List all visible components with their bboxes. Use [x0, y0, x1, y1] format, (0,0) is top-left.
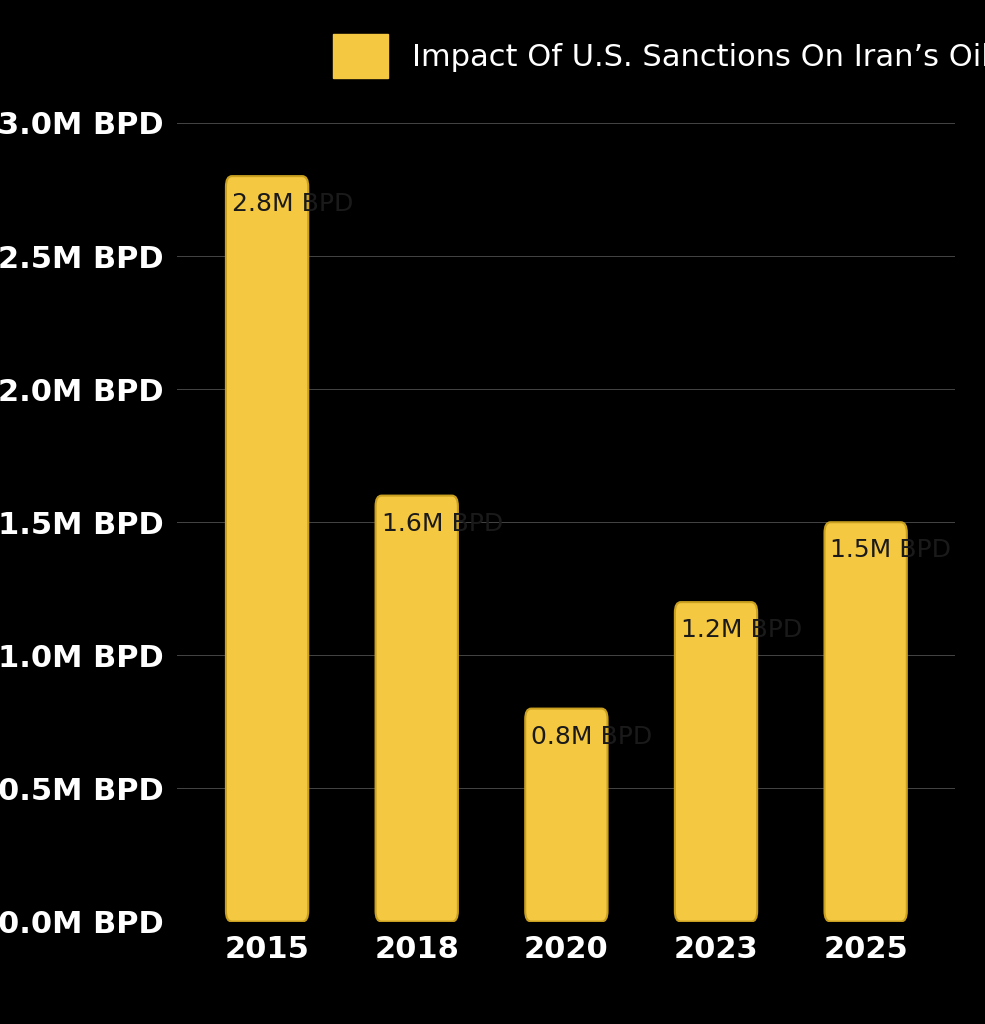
Legend: Impact Of U.S. Sanctions On Iran’s Oil Exports: Impact Of U.S. Sanctions On Iran’s Oil E…: [333, 35, 985, 78]
FancyBboxPatch shape: [375, 496, 458, 922]
FancyBboxPatch shape: [675, 602, 757, 922]
Text: 1.6M BPD: 1.6M BPD: [381, 512, 502, 536]
FancyBboxPatch shape: [824, 522, 907, 922]
FancyBboxPatch shape: [226, 176, 308, 922]
Text: 1.5M BPD: 1.5M BPD: [830, 539, 952, 562]
Text: 0.8M BPD: 0.8M BPD: [531, 725, 652, 749]
Text: 1.2M BPD: 1.2M BPD: [681, 618, 802, 642]
Text: 2.8M BPD: 2.8M BPD: [231, 193, 354, 216]
FancyBboxPatch shape: [525, 709, 608, 922]
